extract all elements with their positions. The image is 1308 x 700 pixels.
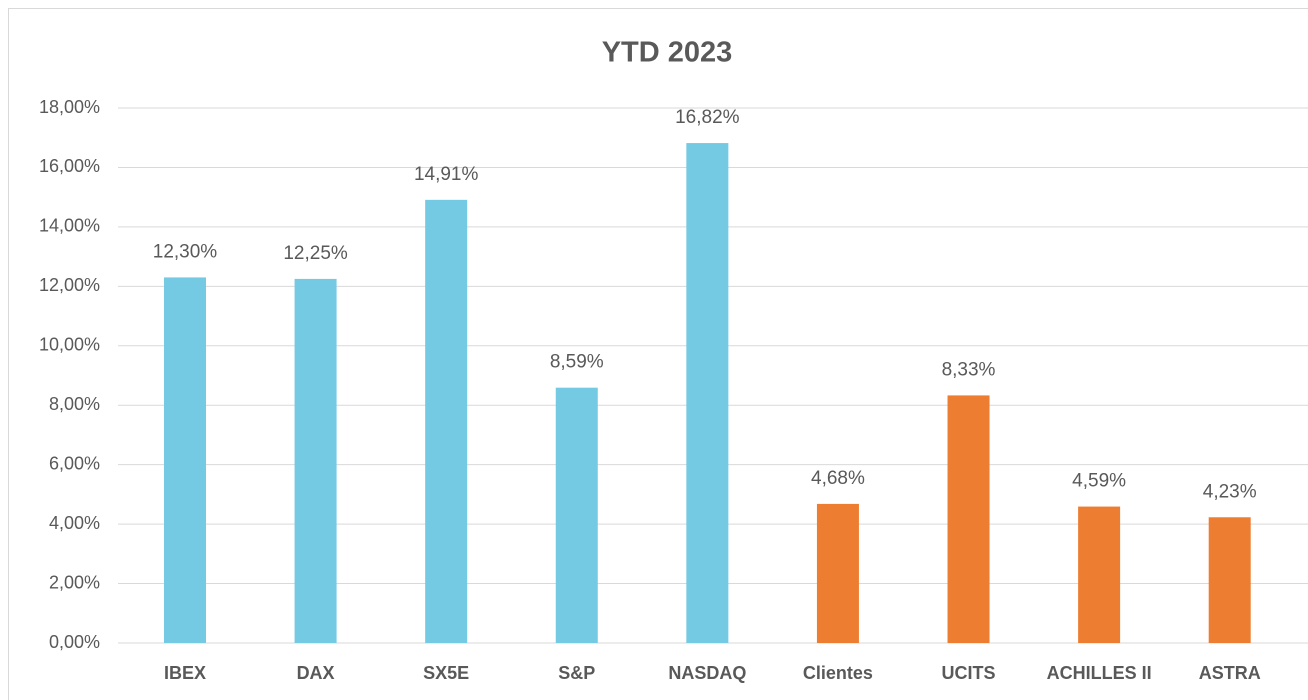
x-tick-label: IBEX [164, 663, 206, 683]
bar [294, 278, 337, 643]
value-label: 4,23% [1203, 481, 1257, 502]
x-tick-label: SX5E [423, 663, 469, 683]
value-label: 4,59% [1072, 471, 1126, 492]
chart-title: YTD 2023 [602, 37, 733, 69]
y-tick-label: 2,00% [49, 572, 100, 592]
bar [947, 395, 990, 643]
x-tick-label: NASDAQ [668, 663, 746, 683]
y-tick-label: 8,00% [49, 394, 100, 414]
value-label: 8,59% [550, 352, 604, 373]
bar [555, 387, 598, 643]
bar [1078, 506, 1121, 643]
x-tick-label: S&P [558, 663, 595, 683]
y-tick-label: 10,00% [39, 335, 100, 355]
value-label: 16,82% [675, 107, 740, 128]
x-tick-label: DAX [297, 663, 335, 683]
x-tick-label: ACHILLES II [1047, 663, 1152, 683]
bar [425, 199, 468, 643]
x-tick-label: UCITS [942, 663, 996, 683]
value-label: 8,33% [942, 359, 996, 380]
y-tick-label: 14,00% [39, 216, 100, 236]
bar [816, 503, 859, 643]
y-tick-label: 0,00% [49, 632, 100, 652]
x-tick-label: Clientes [803, 663, 873, 683]
y-tick-label: 6,00% [49, 453, 100, 473]
x-tick-label: ASTRA [1199, 663, 1261, 683]
bar [1208, 517, 1251, 643]
y-tick-label: 4,00% [49, 513, 100, 533]
value-label: 4,68% [811, 468, 865, 489]
y-tick-label: 16,00% [39, 156, 100, 176]
value-label: 14,91% [414, 164, 479, 185]
y-tick-label: 12,00% [39, 275, 100, 295]
value-label: 12,25% [283, 243, 348, 264]
y-tick-label: 18,00% [39, 97, 100, 117]
value-label: 12,30% [153, 241, 218, 262]
bar [686, 143, 729, 644]
bar [163, 277, 206, 643]
